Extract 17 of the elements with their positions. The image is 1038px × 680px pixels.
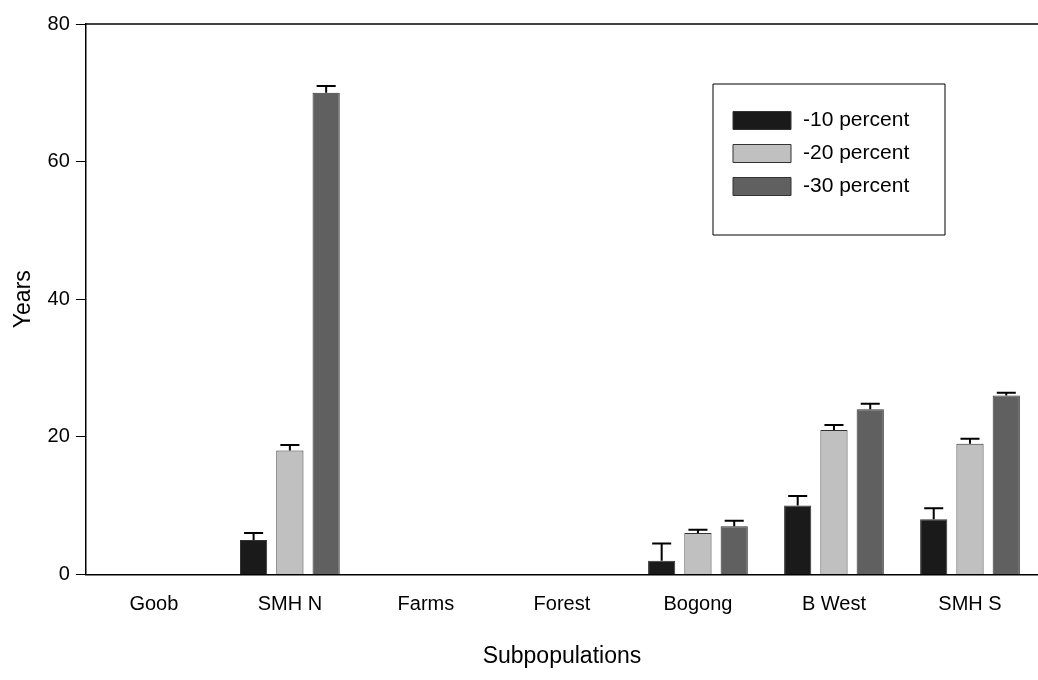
legend-label: -30 percent <box>803 173 910 197</box>
y-tick-label: 60 <box>47 149 70 172</box>
x-tick-label: SMH N <box>257 591 323 614</box>
y-tick-label: 80 <box>47 11 70 34</box>
x-tick-label: B West <box>801 591 867 614</box>
x-tick-label: SMH S <box>938 591 1002 614</box>
legend-label: -20 percent <box>803 140 910 164</box>
x-tick-label: Goob <box>129 591 179 614</box>
x-axis-title: Subpopulations <box>482 641 642 668</box>
legend-label: -10 percent <box>803 107 910 131</box>
x-tick-label: Forest <box>533 591 591 614</box>
y-tick-label: 40 <box>47 286 70 309</box>
y-tick-label: 20 <box>47 424 70 447</box>
y-tick-label: 0 <box>58 561 70 584</box>
y-axis-title: Years <box>9 270 36 329</box>
x-tick-label: Farms <box>397 591 455 614</box>
x-tick-label: Bogong <box>663 591 733 614</box>
